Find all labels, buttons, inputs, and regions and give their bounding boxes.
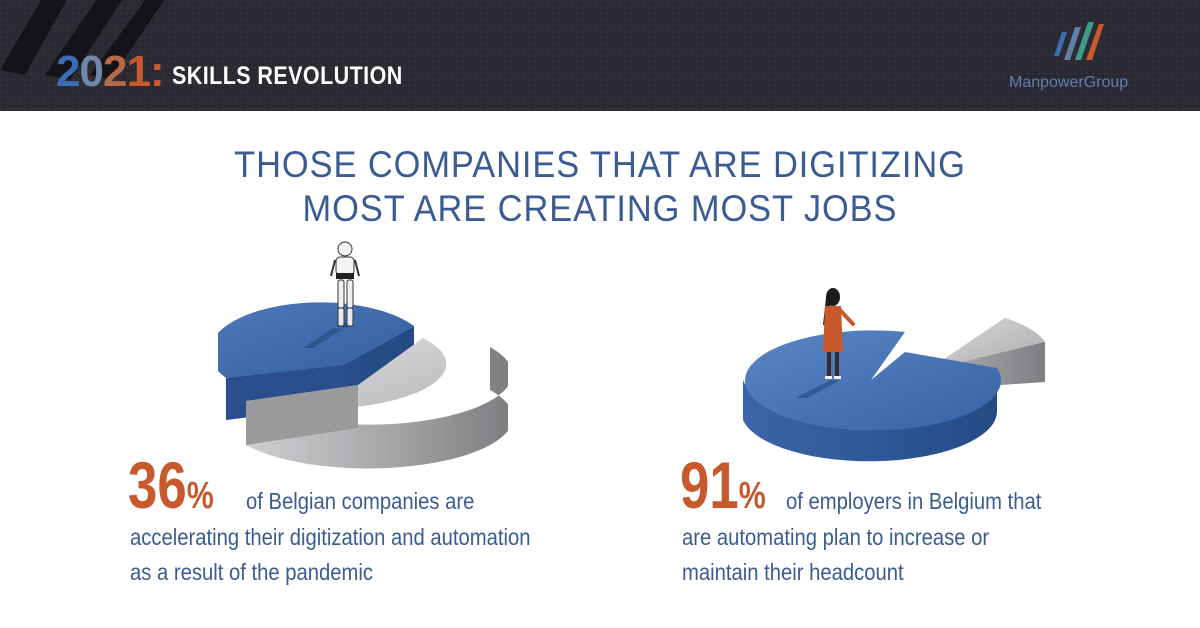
stat-number: 91 [680,448,739,522]
stat-desc-line-2: are automating plan to increase or [682,524,990,550]
stat-desc-line-1: of Belgian companies are [246,488,475,514]
pie-slice-64-top [246,338,447,409]
manpowergroup-logo-icon [1054,22,1104,60]
percent-sign: % [738,475,766,517]
year-colon: : [149,47,165,96]
stat-value-91: 91% [680,452,766,518]
stat-desc-line-2: accelerating their digitization and auto… [130,524,531,550]
header-year: 2021: [56,47,165,96]
header-banner: 2021: SKILLS REVOLUTION ManpowerGroup [0,0,1200,111]
year-digit: 2 [56,47,81,96]
year-digit: 1 [126,47,151,96]
pie-slice-36-top [218,302,414,378]
dot-pattern [0,0,1200,111]
pie-slice-91-top [745,330,1002,431]
stat-desc-line-3: maintain their headcount [682,559,904,585]
robot-figure-icon [303,241,360,348]
stat-desc-rest: are automating plan to increase or maint… [682,520,1031,590]
year-digit: 0 [79,47,104,96]
stat-value-36: 36% [128,452,214,518]
brush-stroke-graphic [0,0,165,80]
percent-sign: % [186,475,214,517]
header-title: SKILLS REVOLUTION [172,62,403,90]
pie-slice-91-side [743,368,998,462]
pie-chart-36 [218,241,508,469]
stat-number: 36 [128,448,187,522]
year-digits: 2021 [56,47,151,96]
stat-desc-rest: accelerating their digitization and auto… [130,520,585,590]
pie-chart-91 [743,288,1045,462]
stat-desc-line-3: as a result of the pandemic [130,559,374,585]
stat-desc-line-1: of employers in Belgium that [786,488,1042,514]
stat-block-36: 36% of Belgian companies are acceleratin… [128,452,598,585]
stat-block-91: 91% of employers in Belgium that are aut… [680,452,1160,585]
pie-slice-64-side [246,347,508,469]
headline-line-2: MOST ARE CREATING MOST JOBS [302,188,898,229]
brand-name: ManpowerGroup [1009,74,1129,91]
headline: THOSE COMPANIES THAT ARE DIGITIZING MOST… [0,143,1200,231]
woman-figure-icon [795,288,855,398]
year-digit: 2 [102,47,128,96]
pie-slice-9-top [928,318,1045,370]
headline-line-1: THOSE COMPANIES THAT ARE DIGITIZING [234,144,966,185]
